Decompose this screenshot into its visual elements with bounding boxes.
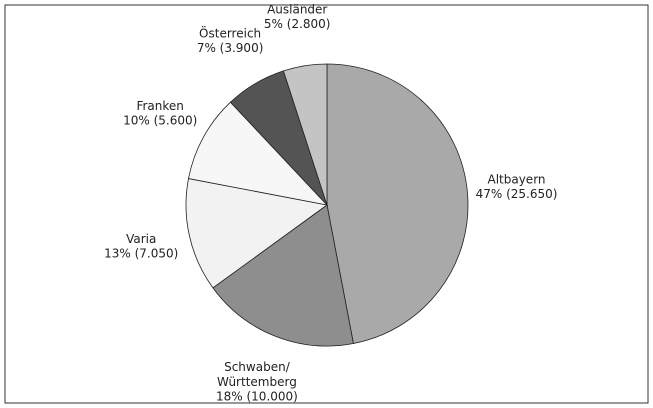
slice-label: Österreich (199, 24, 261, 40)
slice-label-line: Württemberg (217, 374, 297, 388)
slice-value-label: 10% (5.600) (123, 113, 197, 127)
slice-value-label: 7% (3.900) (197, 41, 264, 55)
slice-value-label: 5% (2.800) (264, 17, 331, 31)
slice-label: Ausländer (267, 2, 327, 16)
slice-value-label: 18% (10.000) (216, 389, 298, 403)
slice-label-line: Varia (126, 232, 156, 246)
pie-slice (185, 178, 328, 289)
pie-slice (188, 101, 329, 206)
slice-label-line: Altbayern (487, 172, 545, 186)
slice-label-line: Ausländer (267, 2, 327, 16)
slice-value-label: 47% (25.650) (476, 187, 558, 201)
slice-label-line: Franken (136, 98, 183, 112)
slice-label-line: Österreich (199, 24, 261, 40)
slice-label: Altbayern (487, 172, 545, 186)
slice-label: Franken (136, 98, 183, 112)
pie-slice (326, 63, 469, 344)
slice-value-label: 13% (7.050) (104, 247, 178, 261)
slice-label: Varia (126, 232, 156, 246)
pie-slice (282, 63, 328, 206)
slice-label-line: Schwaben/ (224, 359, 291, 373)
slice-label: Schwaben/Württemberg (217, 359, 297, 388)
pie-slice (212, 204, 354, 347)
